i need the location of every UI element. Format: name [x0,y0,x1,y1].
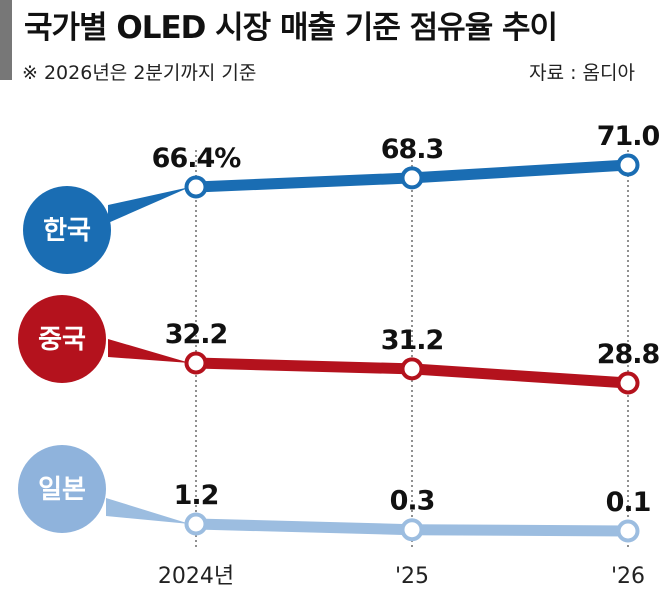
x-tick-label-2: '26 [611,564,645,589]
data-point-0-0 [184,175,208,199]
series-callout-2 [106,498,190,524]
series-badge-label-2: 일본 [38,475,86,505]
data-label-1-0: 32.2 [165,319,228,350]
data-label-2-0: 1.2 [174,480,219,511]
data-point-2-2 [616,519,640,543]
x-tick-label-1: '25 [395,564,429,589]
series-badge-1 [18,295,106,383]
chart-source: 자료 : 옴디아 [529,62,635,84]
data-point-2-0 [184,512,208,536]
x-tick-label-0: 2024년 [158,564,234,589]
data-label-2-2: 0.1 [606,487,651,518]
data-label-0-1: 68.3 [381,134,444,165]
chart-note: ※ 2026년은 2분기까지 기준 [22,62,257,84]
series-callout-0 [108,187,190,223]
chart-title: 국가별 OLED 시장 매출 기준 점유율 추이 [24,10,558,46]
data-point-2-1 [400,518,424,542]
series-callout-1 [108,339,190,363]
data-point-1-2 [616,371,640,395]
data-label-0-0: 66.4% [152,143,242,174]
data-point-1-0 [184,351,208,375]
data-label-0-2: 71.0 [597,121,660,152]
data-label-1-1: 31.2 [381,325,444,356]
data-label-1-2: 28.8 [597,339,660,370]
series-badge-2 [18,445,106,533]
title-accent-bar [0,0,12,80]
series-badge-label-1: 중국 [38,325,86,355]
data-point-0-2 [616,153,640,177]
series-badge-label-0: 한국 [43,216,91,246]
data-label-2-1: 0.3 [390,486,435,517]
data-point-1-1 [400,357,424,381]
data-point-0-1 [400,166,424,190]
series-badge-0 [23,186,111,274]
